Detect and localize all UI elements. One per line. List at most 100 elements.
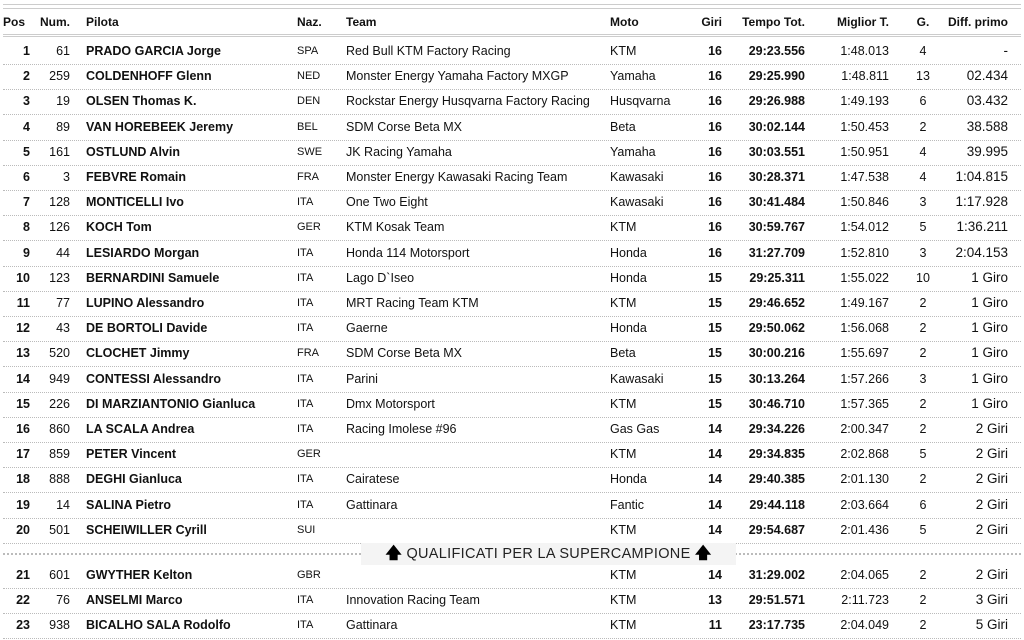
cell-pos: 6 [23,170,30,184]
cell-moto: KTM [610,44,637,58]
header-pos: Pos [3,15,26,29]
cell-pos: 18 [16,472,30,487]
cell-num: 43 [56,321,70,336]
cell-g: 4 [919,144,927,159]
cell-g: 2 [919,119,927,134]
cell-miglior: 1:48.811 [841,69,889,84]
cell-miglior: 1:57.365 [840,396,889,411]
cell-pilota: FEBVRE Romain [86,170,187,184]
cell-pilota: DE BORTOLI Davide [86,321,208,336]
cell-giri: 14 [708,522,722,537]
cell-pos: 9 [23,245,30,260]
top-divider [3,4,1021,9]
cell-team: Gattinara [346,497,398,512]
cell-pos: 16 [16,422,30,436]
header-giri: Giri [701,15,722,29]
cell-naz: SWE [297,145,323,158]
cell-moto: Kawasaki [610,170,664,184]
table-row: 16 860 LA SCALA Andrea ITA Racing Imolese #9… [3,417,1021,443]
cell-miglior: 1:50.453 [840,119,889,134]
header-g: G. [916,15,930,29]
table-row: 1 61 PRADO GARCIA Jorge SPA Red Bull KTM Fac… [3,39,1021,65]
cell-g: 2 [919,422,927,436]
cell-diff: 38.588 [966,118,1008,134]
cell-pos: 20 [16,522,30,537]
header-naz: Naz. [297,15,322,29]
cell-pos: 12 [16,321,30,336]
cell-tempo: 30:03.551 [748,144,805,159]
cell-naz: SPA [297,45,319,57]
arrow-up-icon: 🡅 [385,545,403,562]
cell-team: KTM Kosak Team [346,220,445,235]
cell-tempo: 30:28.371 [748,170,805,184]
cell-g: 4 [919,170,927,184]
cell-naz: ITA [297,423,314,435]
cell-team: One Two Eight [346,195,428,210]
cell-moto: Kawasaki [610,195,664,210]
cell-diff: 1 Giro [971,295,1008,310]
cell-team: Monster Energy Kawasaki Racing Team [346,170,568,184]
cell-pilota: PRADO GARCIA Jorge [86,44,221,58]
cell-g: 3 [919,195,927,210]
table-row: 15 226 DI MARZIANTONIO Gianluca ITA Dmx Moto… [3,392,1021,418]
cell-tempo: 29:26.988 [748,94,805,109]
cell-tempo: 29:25.311 [749,270,805,285]
cell-pilota: COLDENHOFF Glenn [86,69,212,84]
cell-g: 5 [919,220,927,235]
cell-miglior: 2:11.723 [841,593,889,608]
cell-pilota: BERNARDINI Samuele [86,270,220,285]
cell-miglior: 1:52.810 [840,245,889,260]
cell-pilota: DEGHI Gianluca [86,472,182,487]
table-row: 19 14 SALINA Pietro ITA Gattinara Fantic 14 29:… [3,493,1021,519]
cell-num: 520 [49,346,70,361]
cell-miglior: 1:49.167 [840,296,889,310]
cell-pilota: GWYTHER Kelton [86,568,193,582]
cell-miglior: 2:04.065 [840,568,889,582]
table-row: 8 126 KOCH Tom GER KTM Kosak Team KTM 16 30:59.… [3,215,1021,242]
table-row: 22 76 ANSELMI Marco ITA Innovation Racing Te… [3,588,1021,615]
cell-giri: 16 [708,44,722,58]
cell-team: JK Racing Yamaha [346,144,452,159]
cell-naz: SUI [297,523,316,536]
cell-num: 259 [49,69,70,84]
cell-moto: Kawasaki [610,371,664,386]
cell-team: Innovation Racing Team [346,593,480,608]
separator-label: QUALIFICATI PER LA SUPERCAMPIONE [406,546,691,562]
cell-naz: ITA [297,246,314,259]
cell-num: 860 [49,422,70,436]
cell-num: 77 [56,296,70,310]
cell-diff: 1:17.928 [955,194,1008,210]
cell-moto: Honda [610,472,647,487]
cell-moto: Beta [610,346,636,361]
cell-num: 128 [49,195,70,210]
cell-pilota: MONTICELLI Ivo [86,195,184,210]
cell-miglior: 1:57.266 [840,371,889,386]
cell-miglior: 1:54.012 [840,220,889,235]
cell-pos: 22 [16,593,30,608]
cell-tempo: 30:00.216 [748,346,805,361]
cell-miglior: 1:48.013 [840,44,889,58]
cell-giri: 15 [708,396,722,411]
cell-diff: 1:36.211 [956,219,1008,235]
cell-tempo: 30:13.264 [748,371,805,386]
cell-naz: ITA [297,619,314,632]
cell-giri: 11 [708,618,722,633]
cell-naz: ITA [297,297,314,309]
cell-giri: 14 [708,447,722,462]
header-num: Num. [40,15,70,29]
cell-num: 14 [56,497,70,512]
cell-team: Gaerne [346,321,388,336]
cell-pos: 13 [16,346,30,361]
table-row: 2 259 COLDENHOFF Glenn NED Monster Energy Ya… [3,64,1021,91]
cell-diff: 2 Giri [975,421,1008,436]
cell-pilota: CONTESSI Alessandro [86,371,221,386]
cell-diff: - [1003,43,1009,58]
cell-g: 10 [916,270,930,285]
cell-pos: 10 [16,270,30,285]
table-row: 13 520 CLOCHET Jimmy FRA SDM Corse Beta MX Be… [3,341,1021,368]
cell-pos: 4 [23,119,30,134]
cell-giri: 14 [708,568,722,582]
table-header: Pos Num. Pilota Naz. Team Moto Giri Temp… [3,10,1021,37]
table-row: 17 859 PETER Vincent GER KTM 14 29:34.835 2:02.… [3,442,1021,469]
cell-giri: 16 [708,144,722,159]
